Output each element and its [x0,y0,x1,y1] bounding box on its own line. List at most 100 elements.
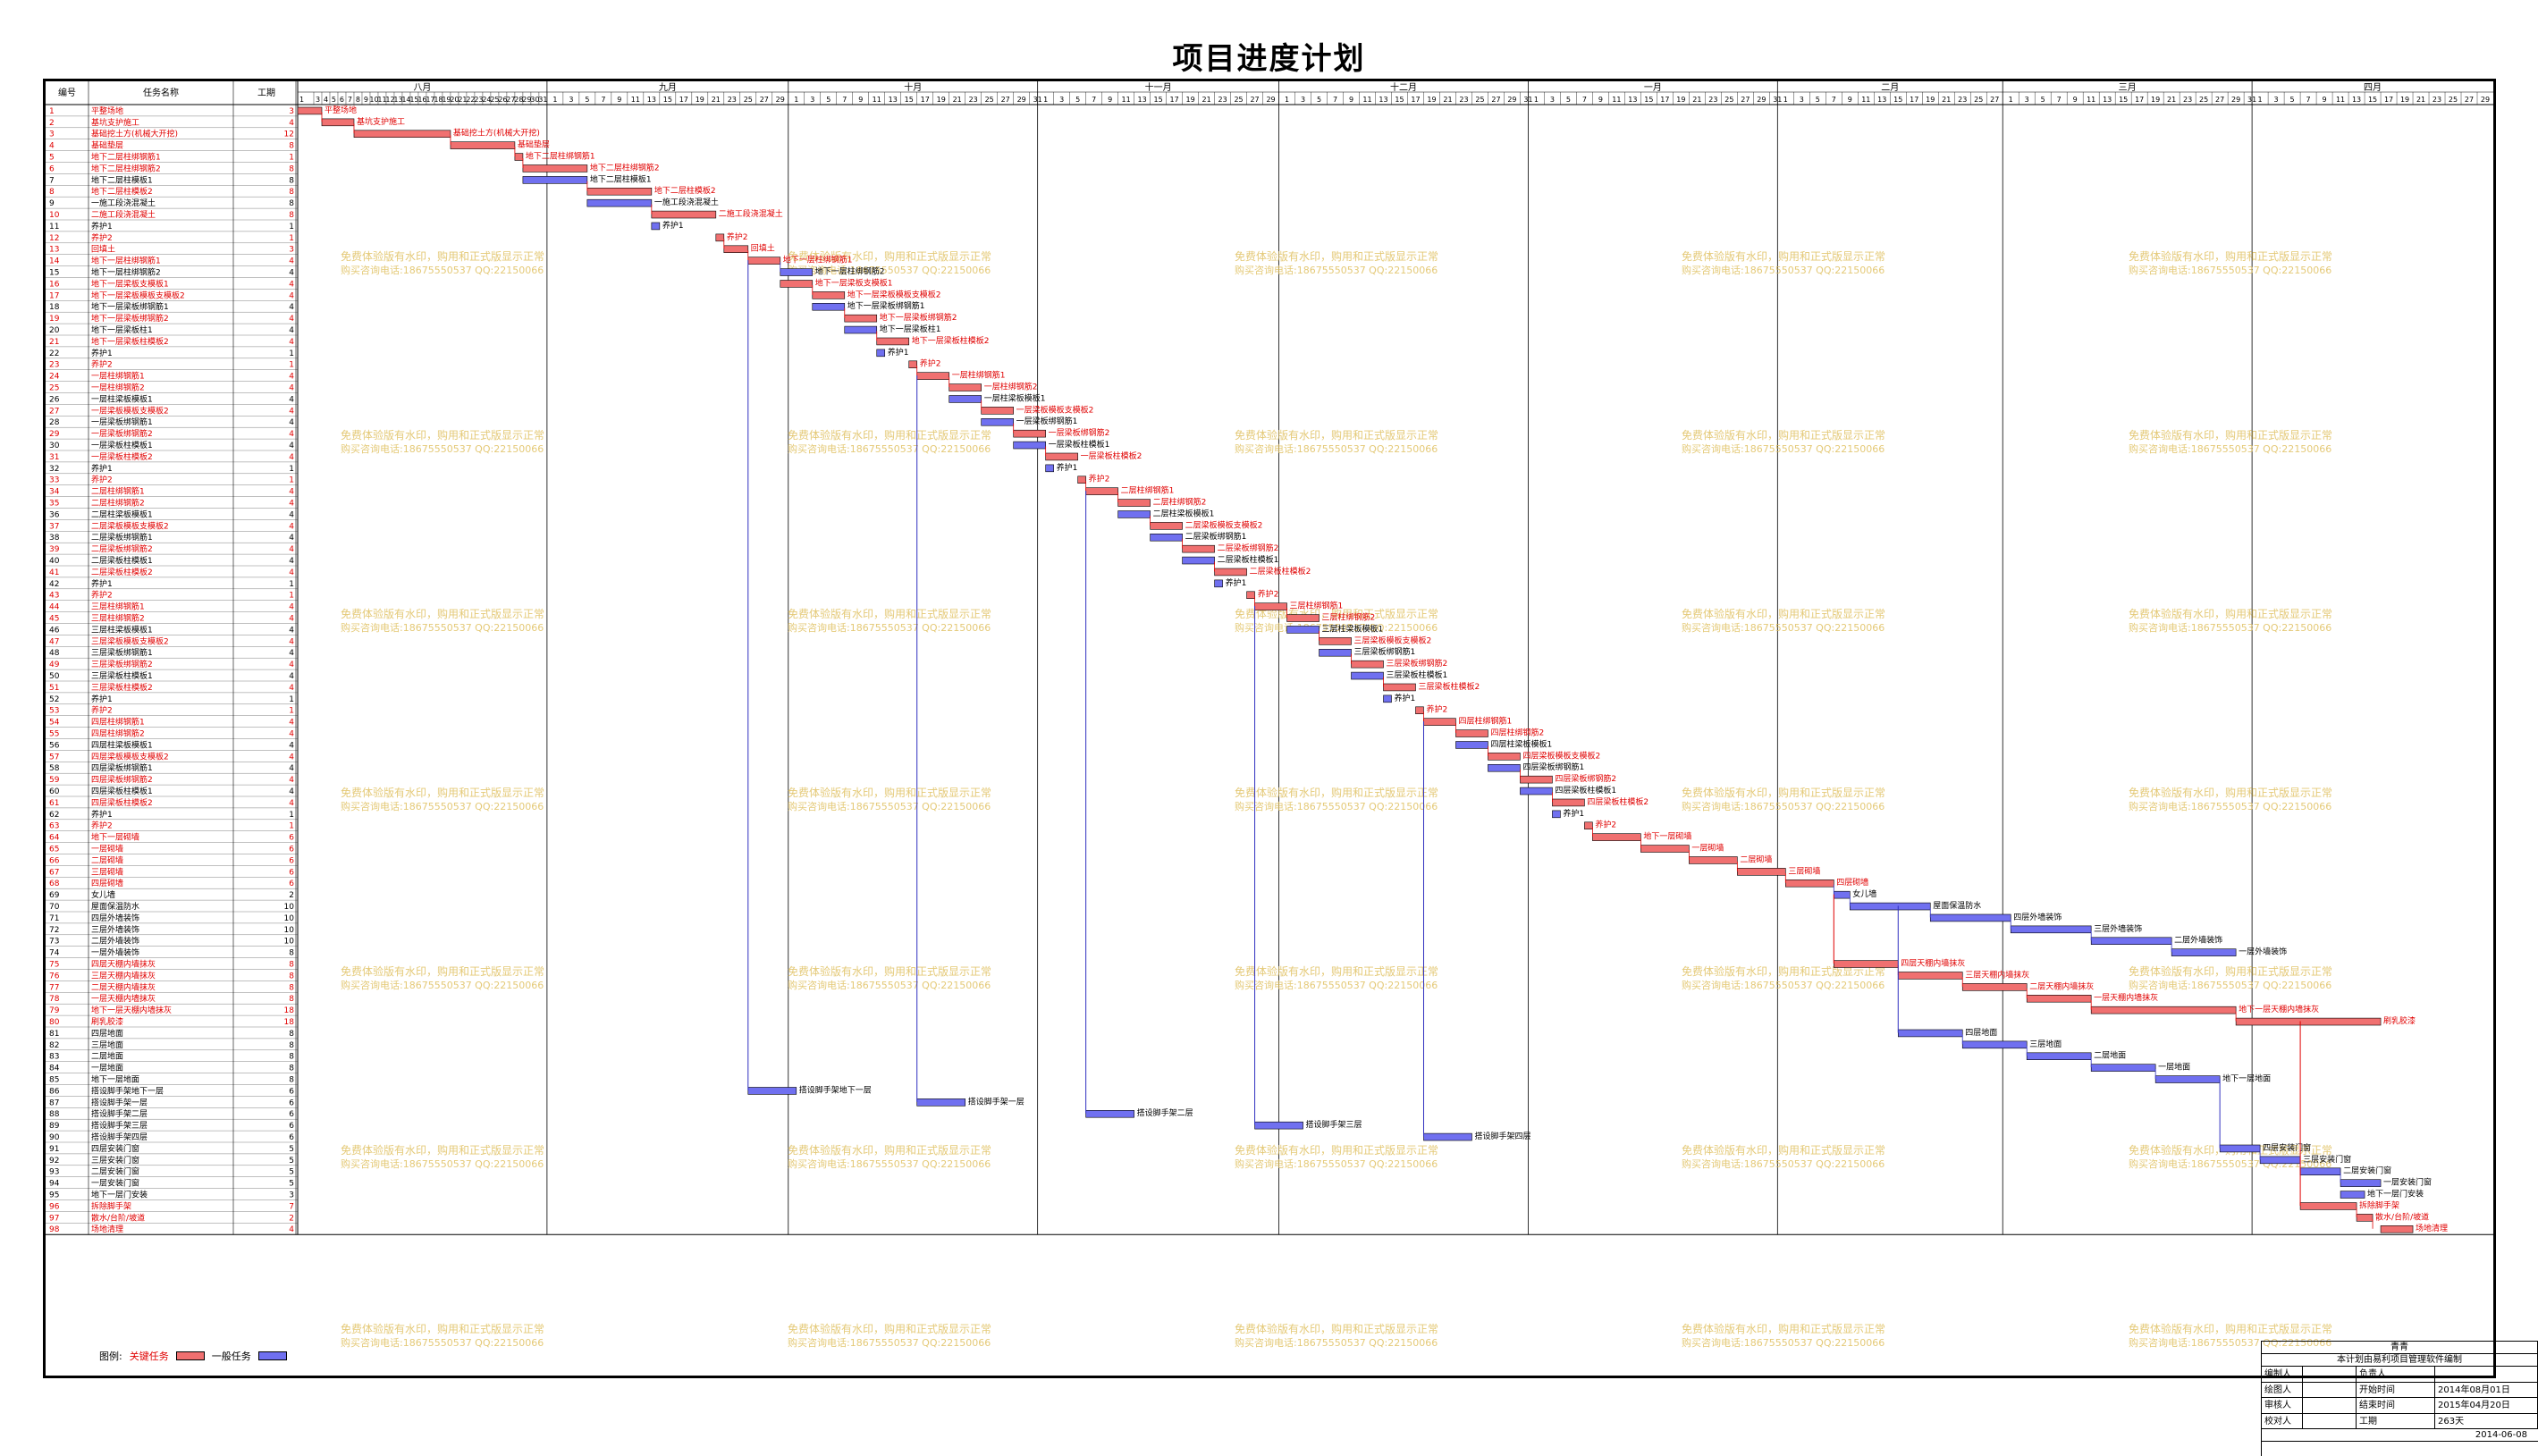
task-id: 70 [49,903,60,912]
task-duration: 1 [289,349,294,358]
task-id: 54 [49,719,60,728]
task-name: 养护2 [91,359,113,370]
task-bar [2340,1191,2365,1199]
day-label: 17 [2135,96,2144,104]
task-id: 86 [49,1087,60,1096]
task-name: 三层柱绑钢筋2 [91,613,145,624]
task-bar-label: 散水/台阶/坡道 [2375,1211,2429,1222]
task-duration: 8 [289,1041,294,1050]
task-id: 19 [49,315,60,324]
day-label: 27 [1491,96,1500,104]
task-name: 养护2 [91,475,113,485]
task-bar [981,407,1014,415]
task-duration: 2 [289,891,294,900]
task-bar-label: 一层柱绑钢筋1 [952,370,1006,381]
watermark-line1: 免费体验版有水印，购用和正式版显示正常 [2129,249,2332,263]
day-label: 9 [858,96,863,104]
task-duration: 4 [289,453,294,462]
task-duration: 7 [289,1202,294,1211]
task-duration: 8 [289,1053,294,1062]
task-name: 搭设脚手架一层 [91,1097,148,1107]
day-label: 27 [1741,96,1750,104]
task-bar [1246,591,1255,599]
task-id: 58 [49,764,60,773]
task-id: 92 [49,1157,59,1166]
task-name: 养护1 [91,348,113,358]
task-bar-label: 基础垫层 [518,139,550,150]
task-id: 84 [49,1065,60,1073]
watermark-line1: 免费体验版有水印，购用和正式版显示正常 [788,1143,991,1157]
task-id: 6 [49,164,55,173]
task-bar [2090,1064,2156,1072]
day-label: 11 [1861,96,1870,104]
task-id: 41 [49,568,59,577]
task-bar-label: 三层天棚内墙抹灰 [1965,969,2029,980]
task-name: 地下一层天棚内墙抹灰 [91,1005,172,1015]
task-id: 46 [49,626,60,635]
task-bar [908,360,918,368]
task-duration: 8 [289,1030,294,1039]
task-duration: 5 [289,1180,294,1189]
task-name: 三层天棚内墙抹灰 [91,970,156,980]
watermark-line1: 免费体验版有水印，购用和正式版显示正常 [341,1143,544,1157]
task-id: 66 [49,856,60,865]
task-bar [1182,544,1215,553]
header-name: 任务名称 [143,87,179,98]
day-label: 13 [1628,96,1637,104]
titleblock-k2-0: 负责人 [2357,1367,2435,1383]
task-bar-label: 女儿墙 [1852,888,1876,899]
watermark-line2: 购买咨询电话:18675550537 QQ:22150066 [788,1336,991,1349]
task-id: 57 [49,753,59,762]
day-label: 20 [450,96,459,104]
day-label: 1 [1534,96,1539,104]
task-name: 养护2 [91,232,113,243]
task-bar-label: 二层外墙装饰 [2174,935,2222,946]
day-label: 7 [601,96,605,104]
watermark-line2: 购买咨询电话:18675550537 QQ:22150066 [2129,979,2331,991]
day-label: 19 [2400,96,2409,104]
header-dur: 工期 [257,88,275,98]
task-name: 养护1 [91,463,113,474]
task-name: 地下一层地面 [91,1074,139,1085]
task-name: 屋面保温防水 [91,901,139,912]
task-name: 四层柱梁板模板1 [91,739,153,750]
day-label: 1 [552,96,557,104]
task-id: 37 [49,522,59,531]
task-bar [1592,833,1641,841]
task-duration: 4 [289,719,294,728]
watermark-line2: 购买咨询电话:18675550537 QQ:22150066 [1235,800,1438,812]
day-label: 15 [1644,96,1653,104]
task-id: 39 [49,545,60,554]
task-bar-label: 二层梁板绑钢筋1 [1185,531,1247,542]
task-bar-label: 搭设脚手架一层 [968,1096,1024,1107]
watermark-line1: 免费体验版有水印，购用和正式版显示正常 [1235,249,1438,263]
task-bar-label: 二施工段浇混凝土 [719,208,783,219]
task-duration: 1 [289,822,294,831]
legend-label: 图例: [99,1351,122,1362]
day-label: 3 [1550,96,1555,104]
day-label: 21 [1202,96,1210,104]
task-id: 27 [49,407,59,416]
task-id: 62 [49,811,59,820]
task-duration: 4 [289,119,294,128]
task-duration: 6 [289,1133,294,1142]
day-label: 25 [1724,96,1733,104]
task-name: 三层梁板绑钢筋2 [91,659,153,669]
day-label: 17 [1660,96,1669,104]
task-id: 71 [49,914,59,923]
task-id: 31 [49,453,59,462]
task-bar [2235,1017,2382,1026]
task-id: 83 [49,1053,59,1062]
task-duration: 4 [289,753,294,762]
task-duration: 6 [289,1087,294,1096]
task-name: 二层梁板绑钢筋1 [91,532,153,543]
month-label-5: 一月 [1644,82,1662,93]
watermark-line1: 免费体验版有水印，购用和正式版显示正常 [788,786,991,799]
watermark-line1: 免费体验版有水印，购用和正式版显示正常 [2129,607,2332,620]
titleblock-k2-3: 工期 [2357,1413,2435,1429]
task-bar [916,372,950,380]
day-label: 19 [1427,96,1436,104]
task-bar [916,1098,965,1107]
task-bar-label: 基坑支护施工 [357,116,405,127]
task-name: 一层地面 [91,1063,123,1073]
